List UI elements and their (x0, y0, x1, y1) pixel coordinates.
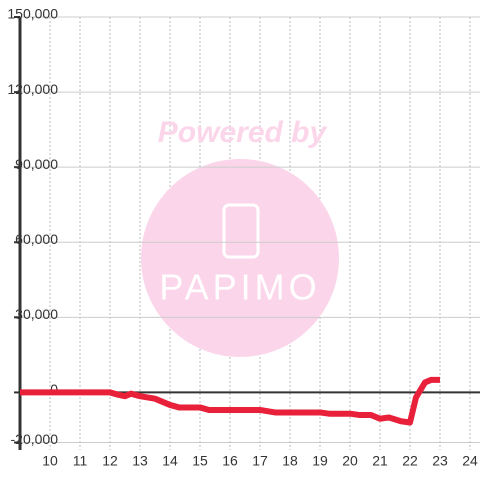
line (20, 376, 440, 426)
x-tick-label: 19 (312, 453, 328, 469)
x-tick-label: 14 (162, 453, 178, 469)
x-tick-label: 15 (192, 453, 208, 469)
watermark-logo: PAPIMO (159, 267, 320, 308)
watermark-icon (222, 203, 260, 259)
x-tick-label: 20 (342, 453, 358, 469)
x-tick-label: 24 (462, 453, 478, 469)
watermark: Powered by PAPIMO (141, 116, 339, 357)
x-tick-label: 18 (282, 453, 298, 469)
x-tick-label: 22 (402, 453, 418, 469)
y-tick-label: 0 (50, 381, 58, 397)
x-tick-label: 16 (222, 453, 238, 469)
y-tick-label: -20,000 (11, 431, 59, 447)
y-tick-label: 60,000 (15, 231, 58, 247)
x-tick-label: 21 (372, 453, 388, 469)
x-tick-label: 17 (252, 453, 268, 469)
y-tick-label: 120,000 (7, 81, 58, 97)
x-tick-label: 12 (102, 453, 118, 469)
x-tick-label: 10 (42, 453, 58, 469)
x-tick-label: 23 (432, 453, 448, 469)
y-tick-label: 150,000 (7, 6, 58, 22)
watermark-title: Powered by (158, 116, 328, 149)
x-tick-label: 13 (132, 453, 148, 469)
x-tick-label: 11 (73, 453, 88, 469)
y-tick-label: 30,000 (15, 306, 58, 322)
y-tick-label: 90,000 (15, 156, 58, 172)
